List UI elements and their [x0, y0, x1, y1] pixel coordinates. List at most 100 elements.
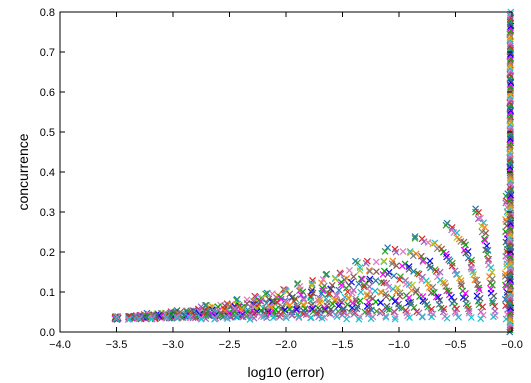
- data-point: [273, 298, 281, 306]
- data-point: [383, 279, 391, 287]
- data-point: [372, 258, 380, 266]
- y-tick-label: 0.1: [40, 287, 55, 299]
- data-point: [439, 308, 447, 316]
- data-point: [506, 272, 514, 280]
- data-point: [197, 315, 205, 323]
- data-point: [475, 301, 483, 309]
- data-point: [474, 215, 482, 223]
- data-point: [489, 299, 497, 307]
- y-tick-label: 0.5: [40, 127, 55, 139]
- data-point: [507, 199, 515, 207]
- data-point: [455, 313, 462, 321]
- data-point: [443, 314, 451, 322]
- data-point: [126, 315, 133, 323]
- data-point: [458, 282, 465, 290]
- data-point: [342, 284, 350, 292]
- data-point: [448, 293, 455, 301]
- data-point: [288, 311, 296, 319]
- x-tick-label: −0.0: [501, 339, 523, 351]
- data-point: [148, 315, 155, 323]
- data-point: [465, 309, 473, 317]
- data-point: [380, 257, 388, 265]
- data-point: [382, 293, 390, 301]
- data-point: [295, 313, 303, 321]
- data-point: [260, 313, 267, 321]
- data-point: [269, 314, 277, 322]
- data-point: [326, 310, 334, 318]
- data-point: [485, 255, 493, 263]
- data-point: [477, 315, 485, 323]
- data-point: [356, 267, 364, 274]
- data-point: [391, 315, 399, 323]
- y-tick-label: 0.0: [40, 327, 55, 339]
- data-point: [352, 295, 360, 303]
- data-point: [384, 244, 392, 252]
- data-point: [337, 278, 345, 286]
- data-point: [488, 268, 496, 276]
- data-point: [419, 257, 427, 265]
- data-point: [475, 286, 483, 294]
- data-point: [410, 268, 417, 275]
- data-point: [488, 275, 496, 283]
- data-point: [376, 299, 384, 307]
- data-point: [477, 214, 484, 222]
- data-point: [490, 292, 498, 300]
- data-point: [350, 273, 358, 281]
- data-point: [184, 313, 192, 321]
- y-axis-ticks: 0.0 0.1 0.2 0.3 0.4 0.5 0.6 0.7 0.8: [40, 7, 512, 339]
- data-point: [417, 252, 425, 260]
- data-point: [409, 252, 417, 260]
- data-point: [479, 311, 487, 319]
- data-point: [276, 313, 284, 321]
- data-point: [124, 316, 132, 323]
- data-point: [302, 311, 310, 319]
- data-point: [442, 221, 450, 229]
- data-point: [506, 30, 514, 38]
- data-point: [223, 315, 231, 323]
- data-point: [337, 270, 345, 278]
- data-point: [482, 229, 490, 237]
- y-axis-label: concurrence: [15, 133, 31, 210]
- y-tick-label: 0.6: [40, 87, 55, 99]
- data-point: [390, 272, 398, 280]
- data-point: [297, 291, 305, 299]
- data-point: [475, 209, 482, 216]
- data-point: [384, 270, 392, 278]
- data-point: [356, 264, 364, 272]
- x-tick-label: −2.0: [275, 339, 297, 351]
- data-point: [427, 264, 434, 272]
- data-point: [407, 298, 415, 306]
- data-point: [507, 219, 515, 227]
- data-point: [436, 276, 444, 284]
- data-point: [337, 281, 345, 289]
- data-point: [318, 314, 326, 322]
- data-point: [467, 314, 475, 321]
- data-point: [321, 307, 329, 315]
- x-tick-label: −1.5: [332, 339, 354, 351]
- data-point: [396, 276, 404, 284]
- data-point: [424, 239, 432, 246]
- data-point: [112, 315, 120, 323]
- data-point: [372, 277, 380, 285]
- data-point: [319, 284, 327, 292]
- data-point: [335, 286, 343, 294]
- data-point: [436, 268, 444, 276]
- data-point: [507, 304, 515, 312]
- data-point: [326, 290, 334, 298]
- data-point: [246, 316, 254, 323]
- y-tick-label: 0.8: [40, 7, 55, 19]
- data-point: [388, 260, 396, 268]
- data-point: [506, 195, 514, 203]
- data-point: [448, 262, 456, 270]
- data-point: [405, 265, 413, 273]
- data-point: [420, 256, 427, 264]
- data-point: [406, 248, 414, 255]
- data-point: [309, 289, 317, 297]
- data-point: [488, 297, 496, 305]
- data-point: [350, 310, 358, 318]
- data-point: [506, 235, 514, 243]
- data-point: [399, 248, 407, 256]
- data-point: [362, 259, 370, 267]
- data-point: [335, 302, 342, 310]
